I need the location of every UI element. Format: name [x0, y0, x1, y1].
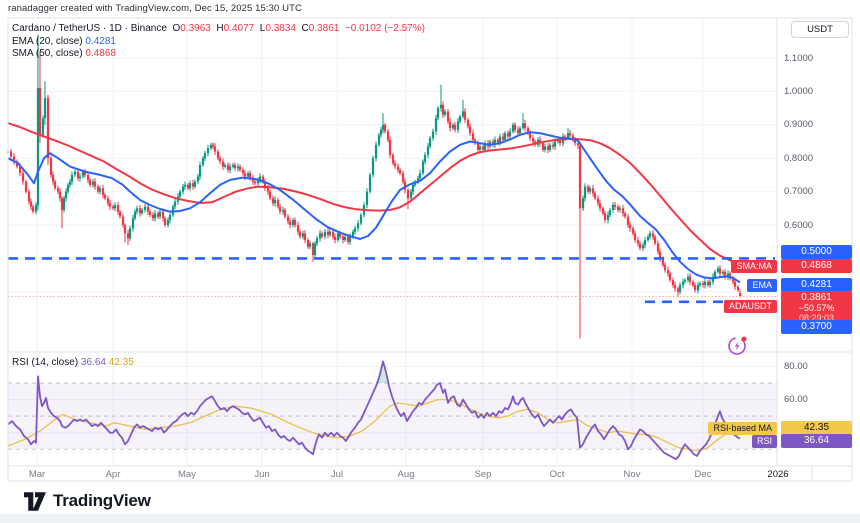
tradingview-logo[interactable]: TradingView [24, 491, 151, 511]
price-tick-label: 0.9000 [784, 119, 814, 131]
price-tick-label: 1.0000 [784, 85, 814, 97]
gridlines [8, 18, 777, 466]
sma50-line [7, 122, 741, 264]
rsi-ma-value: 42.35 [108, 357, 134, 368]
ema-value: 0.4281 [85, 36, 116, 47]
price-badge-0.5000-value: 0.5000 [781, 245, 852, 259]
time-label-Mar: Mar [28, 469, 46, 480]
time-label-Oct: Oct [549, 469, 565, 480]
low-value: 0.3834 [265, 23, 296, 34]
time-label-Apr: Apr [105, 469, 121, 480]
price-tick-label: 0.7000 [784, 186, 814, 198]
rsi-legend[interactable]: RSI (14, close) 36.64 42.35 [12, 357, 134, 368]
pane-frame [7, 17, 853, 482]
time-label-Aug: Aug [397, 469, 415, 480]
tradingview-logo-text: TradingView [53, 491, 151, 510]
price-badge-EMA-value: 0.4281 [781, 278, 852, 292]
time-label-Jul: Jul [330, 469, 344, 480]
support-level-lines [8, 257, 775, 304]
price-badge-SMA:MA-label: SMA:MA [731, 259, 777, 273]
price-tick-label: 1.1000 [784, 52, 814, 64]
rsi-line [7, 360, 741, 461]
high-value: 0.4077 [223, 23, 255, 34]
currency-toggle-button[interactable]: USDT [791, 21, 849, 38]
time-label-Dec: Dec [694, 469, 712, 480]
time-label-May: May [178, 469, 196, 480]
ema20-line [7, 131, 741, 284]
watermark-text: ranadagger created with TradingView.com,… [8, 3, 302, 14]
sma-value: 0.4868 [85, 48, 116, 59]
lightning-alert-icon[interactable] [726, 334, 750, 358]
symbol-legend[interactable]: Cardano / TetherUS · 1D · Binance O0.396… [12, 23, 425, 34]
ema-legend[interactable]: EMA (20, close) 0.4281 [12, 36, 116, 47]
time-label-Sep: Sep [474, 469, 492, 480]
tradingview-logo-icon [24, 491, 46, 511]
time-label-Nov: Nov [623, 469, 641, 480]
bottom-scroll-strip [0, 514, 860, 523]
candlesticks [6, 34, 742, 339]
price-tick-label: 0.8000 [784, 152, 814, 164]
alert-dot [741, 336, 747, 342]
price-badge-ADAUSDT-line-0: 0.3861 [801, 291, 832, 303]
price-badge-ADAUSDT-line-2: 08:29:03 [798, 312, 835, 323]
rsi-badge-RSI-value: 36.64 [781, 434, 852, 448]
symbol-title: Cardano / TetherUS · 1D · Binance [12, 23, 167, 34]
price-badge-ADAUSDT-label: ADAUSDT [723, 299, 777, 313]
rsi-badge-RSI-based MA-value: 42.35 [781, 421, 852, 435]
rsi-badge-RSI-based MA-label: RSI-based MA [708, 421, 777, 435]
rsi-value: 36.64 [80, 357, 106, 368]
price-badge-ADAUSDT-value: 0.3861 −50.57% 08:29:03 [781, 290, 852, 325]
price-badge-EMA-label: EMA [747, 278, 777, 292]
price-tick-label: 0.6000 [784, 219, 814, 231]
open-value: 0.3963 [180, 23, 211, 34]
sma-legend[interactable]: SMA (50, close) 0.4868 [12, 48, 116, 59]
rsi-tick-label: 80.00 [784, 360, 808, 372]
close-value: 0.3861 [308, 23, 340, 34]
rsi-badge-RSI-label: RSI [751, 434, 777, 448]
price-badge-ADAUSDT-line-1: −50.57% [798, 302, 835, 313]
time-label-2026: 2026 [767, 469, 789, 480]
change-value: −0.0102 (−2.57%) [344, 23, 425, 34]
rsi-band [8, 382, 777, 450]
rsi-tick-label: 60.00 [784, 394, 808, 406]
price-badge-0.3700-value: 0.3700 [781, 320, 852, 334]
time-label-Jun: Jun [254, 469, 270, 480]
price-badge-SMA:MA-value: 0.4868 [781, 259, 852, 273]
